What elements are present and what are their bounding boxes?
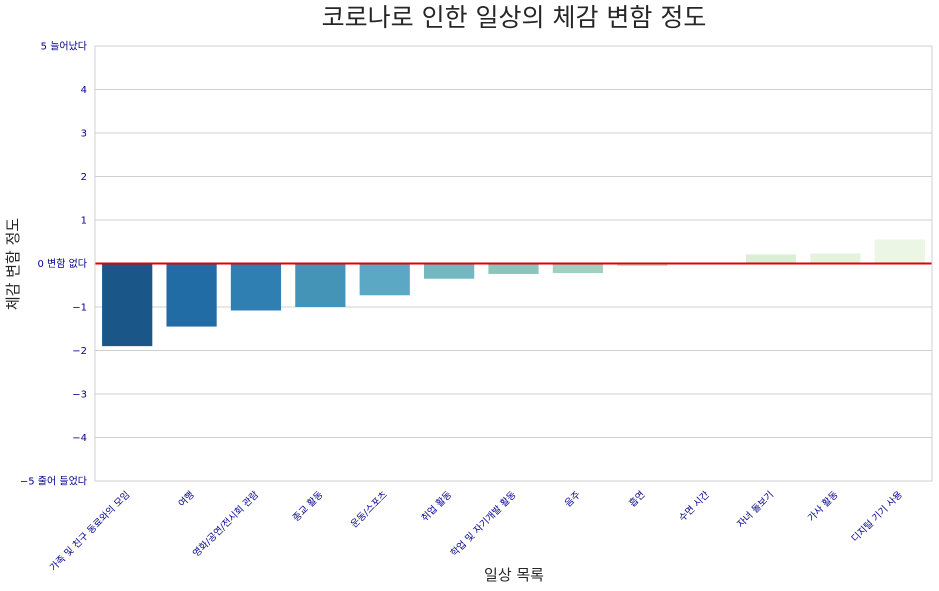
x-tick-label: 운동/스포츠 xyxy=(349,489,390,530)
bar xyxy=(230,263,282,311)
x-tick-label: 영화/공연/전시회 관람 xyxy=(190,488,261,559)
bars xyxy=(102,239,925,347)
x-tick-label: 가사 활동 xyxy=(805,488,841,524)
y-tick-label: −3 xyxy=(72,390,87,401)
y-tick-label: 1 xyxy=(81,216,87,227)
y-axis-label: 체감 변함 정도 xyxy=(4,218,22,311)
x-tick-label: 음주 xyxy=(563,489,583,509)
bar xyxy=(295,263,346,307)
y-tick-label: 0 변함 없다 xyxy=(37,257,87,270)
bar xyxy=(166,263,217,327)
x-axis-label: 일상 목록 xyxy=(484,566,544,584)
bar xyxy=(745,254,797,264)
bar xyxy=(424,263,475,279)
bar xyxy=(488,263,539,274)
bar xyxy=(810,253,861,264)
x-tick-label: 여행 xyxy=(176,489,197,510)
y-tick-label: 2 xyxy=(81,172,87,183)
y-tick-labels: −5 줄어 들었다 −4 −3 −2 −1 0 변함 없다 1 2 3 4 5 늘어났다 xyxy=(20,41,87,488)
bar xyxy=(617,263,668,267)
plot-frame xyxy=(94,45,933,482)
x-tick-label: 가족 및 친구 동료와의 모임 xyxy=(47,489,132,574)
x-tick-label: 디지털 기기 사용 xyxy=(849,488,905,544)
y-tick-label: −2 xyxy=(72,346,87,357)
y-tick-label: 5 늘어났다 xyxy=(41,41,87,53)
x-tick-label: 종교 활동 xyxy=(290,488,326,524)
y-tick-label: −1 xyxy=(72,303,87,314)
y-tick-label: −4 xyxy=(72,433,87,444)
bar xyxy=(552,263,603,274)
chart-title: 코로나로 인한 일상의 체감 변함 정도 xyxy=(322,3,707,32)
y-tick-label: −5 줄어 들었다 xyxy=(20,476,87,488)
x-tick-label: 흡연 xyxy=(627,489,648,510)
bar xyxy=(874,239,925,264)
y-tick-label: 3 xyxy=(81,129,87,140)
x-tick-label: 수면 시간 xyxy=(677,489,712,524)
x-tick-label: 자녀 돌보기 xyxy=(735,489,776,530)
x-tick-label: 취업 활동 xyxy=(419,488,455,524)
x-tick-label: 학업 및 자기개발 활동 xyxy=(448,488,519,559)
bar xyxy=(102,263,153,347)
bar xyxy=(359,263,410,296)
y-tick-label: 4 xyxy=(81,85,87,96)
